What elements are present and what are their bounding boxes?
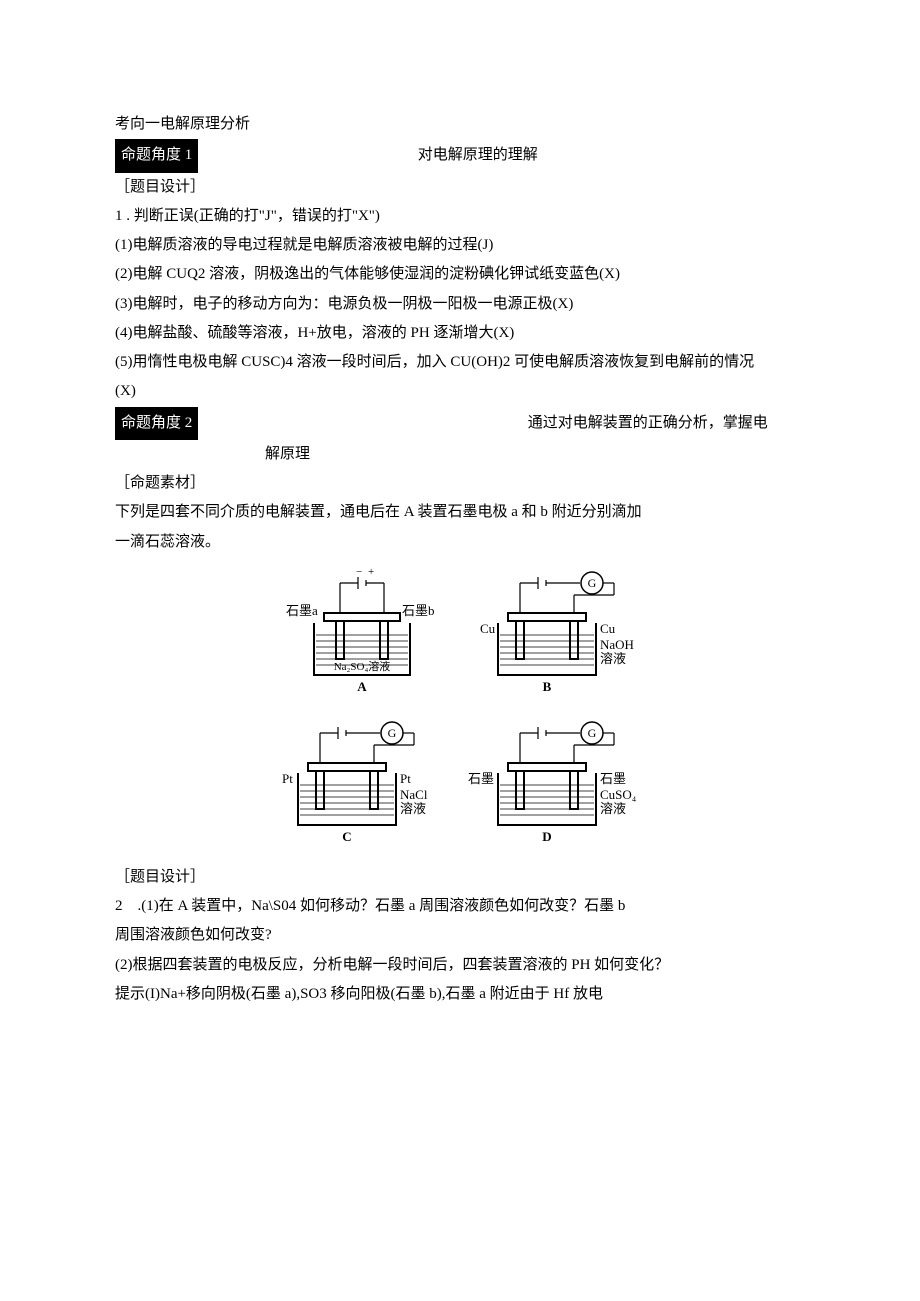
q1-item: (5)用惰性电极电解 CUSC)4 溶液一段时间后，加入 CU(OH)2 可使电… xyxy=(115,348,805,377)
galvanometer-icon: G xyxy=(388,726,397,740)
tag-a: A xyxy=(357,679,367,694)
q1-item: (3)电解时，电子的移动方向为：电源负极一阴极一阳极一电源正极(X) xyxy=(115,290,805,319)
topic-2-title-a: 通过对电解装置的正确分析，掌握电 xyxy=(528,415,768,431)
label-c-sol-b: 溶液 xyxy=(400,801,426,816)
tag-b: B xyxy=(543,679,552,694)
section-label-3: ［题目设计］ xyxy=(115,863,805,892)
topic-1-title: 对电解原理的理解 xyxy=(418,147,538,163)
topic-badge-1: 命题角度 1 xyxy=(115,139,198,172)
label-b-sol-b: 溶液 xyxy=(600,651,626,666)
heading: 考向一电解原理分析 xyxy=(115,110,805,139)
label-c-left: Pt xyxy=(282,771,293,786)
label-d-left: 石墨 xyxy=(468,771,494,786)
svg-text:−: − xyxy=(356,566,362,578)
tag-c: C xyxy=(342,829,351,844)
svg-text:+: + xyxy=(368,566,374,578)
label-a-sol: Na₂SO₄溶液 xyxy=(334,659,391,673)
q2-hint: 提示(I)Na+移向阴极(石墨 a),SO3 移向阳极(石墨 b),石墨 a 附… xyxy=(115,980,805,1009)
q2-lead-b: 周围溶液颜色如何改变? xyxy=(115,921,805,950)
label-d-sol-a: CuSO₄ xyxy=(600,787,637,802)
q2-item2: (2)根据四套装置的电极反应，分析电解一段时间后，四套装置溶液的 PH 如何变化… xyxy=(115,951,805,980)
sec2-p2: 一滴石蕊溶液。 xyxy=(115,528,805,557)
label-a-right: 石墨b xyxy=(402,603,435,618)
label-c-right: Pt xyxy=(400,771,411,786)
label-b-right: Cu xyxy=(600,621,616,636)
q1-item: (1)电解质溶液的导电过程就是电解质溶液被电解的过程(J) xyxy=(115,231,805,260)
label-a-left: 石墨a xyxy=(286,603,318,618)
label-d-sol-b: 溶液 xyxy=(600,801,626,816)
label-b-sol-a: NaOH xyxy=(600,637,634,652)
label-d-right: 石墨 xyxy=(600,771,626,786)
galvanometer-icon: G xyxy=(588,576,597,590)
sec2-p1: 下列是四套不同介质的电解装置，通电后在 A 装置石墨电极 a 和 b 附近分别滴… xyxy=(115,498,805,527)
topic-badge-2: 命题角度 2 xyxy=(115,407,198,440)
section-label-1: ［题目设计］ xyxy=(115,173,805,202)
q2-lead-a: 2 .(1)在 A 装置中，Na\S04 如何移动？石墨 a 周围溶液颜色如何改… xyxy=(115,892,805,921)
q1-item: (2)电解 CUQ2 溶液，阴极逸出的气体能够使湿润的淀粉碘化钾试纸变蓝色(X) xyxy=(115,260,805,289)
electrolysis-figure: − + xyxy=(115,565,805,859)
q1-tail: (X) xyxy=(115,377,805,406)
label-c-sol-a: NaCl xyxy=(400,787,428,802)
section-label-2: ［命题素材］ xyxy=(115,469,805,498)
tag-d: D xyxy=(542,829,551,844)
galvanometer-icon: G xyxy=(588,726,597,740)
q1-lead: 1 . 判断正误(正确的打"J"，错误的打"X") xyxy=(115,202,805,231)
q1-item: (4)电解盐酸、硫酸等溶液，H+放电，溶液的 PH 逐渐增大(X) xyxy=(115,319,805,348)
topic-2-title-b: 解原理 xyxy=(115,440,805,469)
label-b-left: Cu xyxy=(480,621,496,636)
